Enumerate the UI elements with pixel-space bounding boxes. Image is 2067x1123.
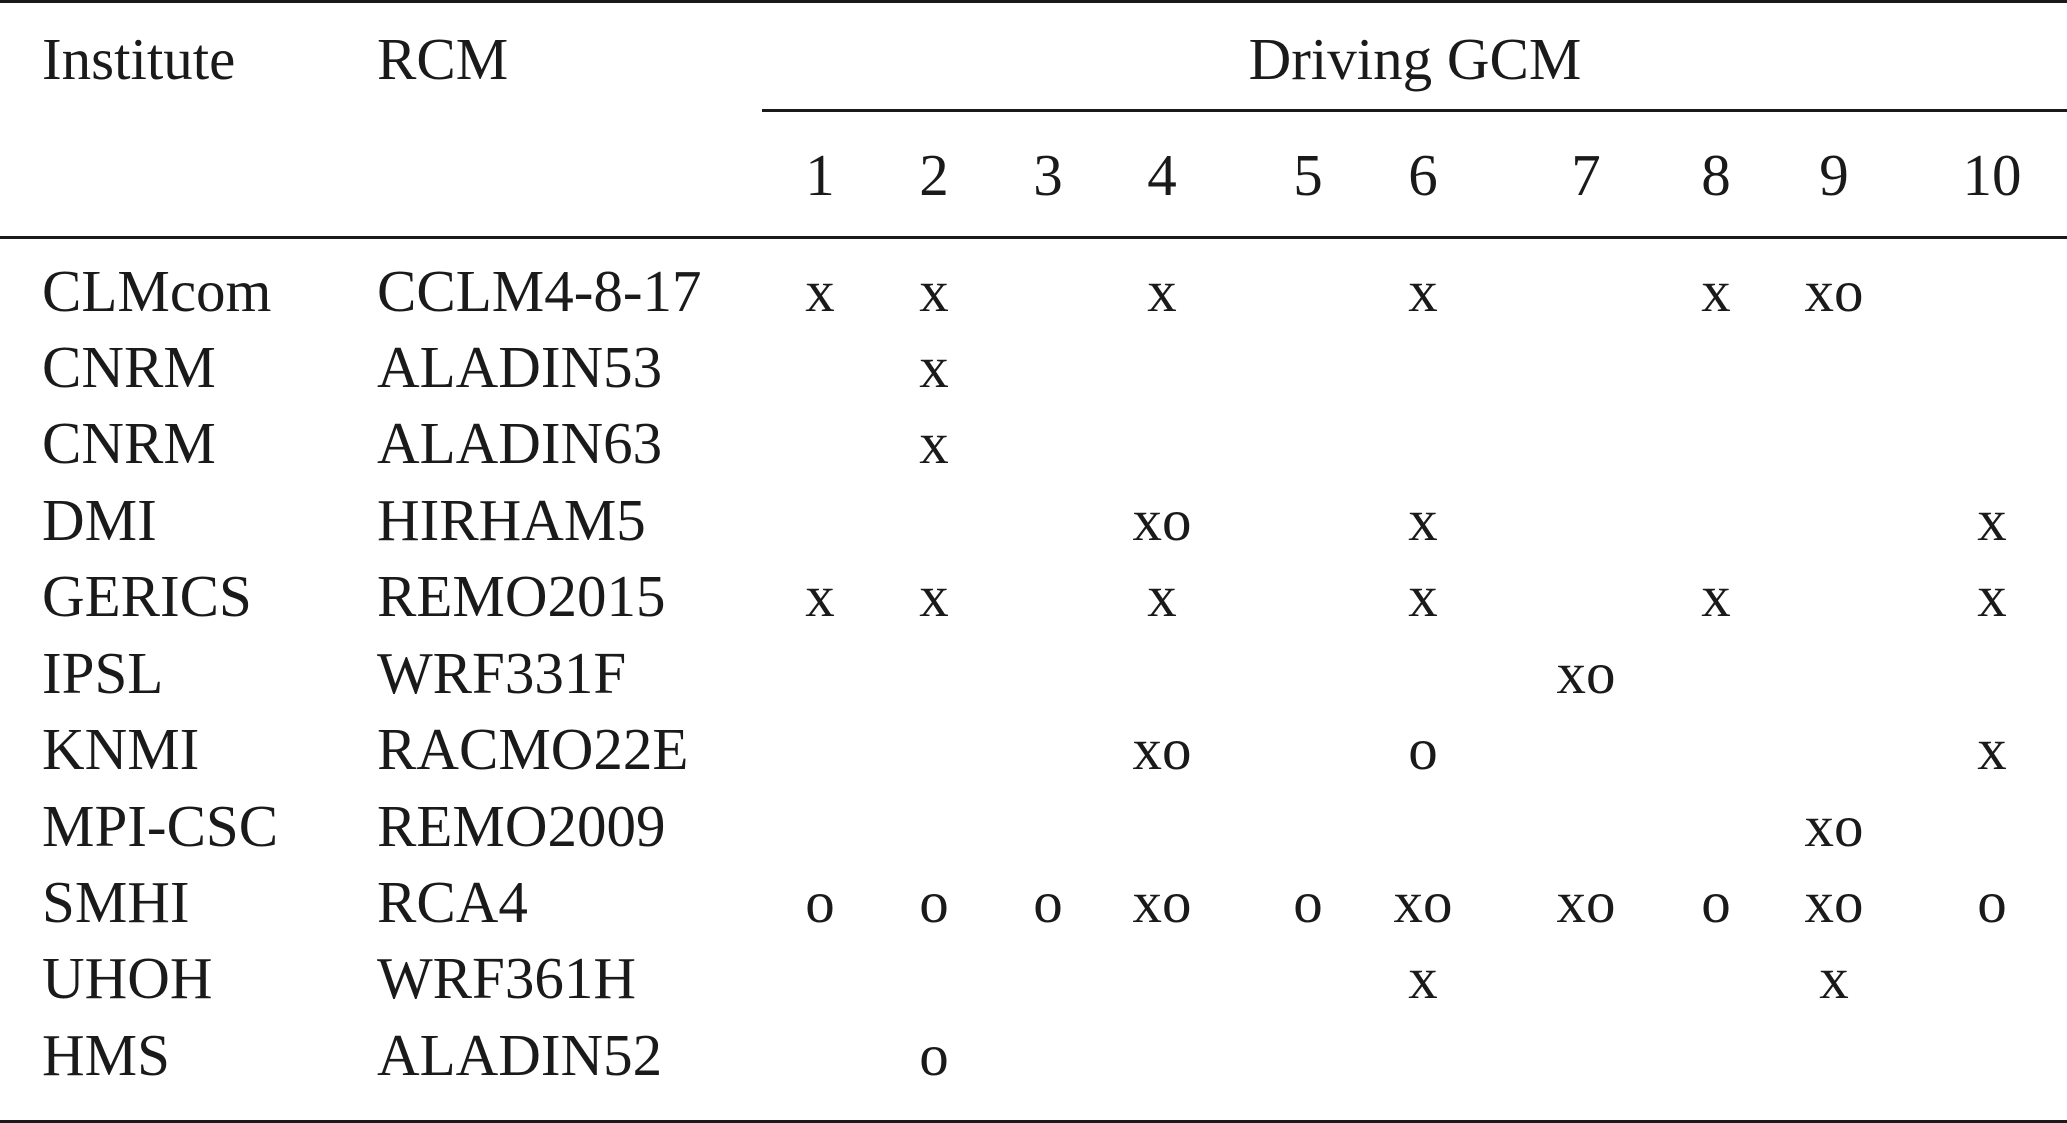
gcm-mark-cell: x (1408, 258, 1438, 324)
driving-gcm-rule (762, 109, 2067, 112)
rcm-cell: REMO2015 (377, 563, 666, 629)
gcm-mark-cell: x (805, 563, 835, 629)
institute-cell: CLMcom (42, 258, 272, 324)
header-rule (0, 236, 2067, 239)
rcm-cell: CCLM4-8-17 (377, 258, 702, 324)
gcm-mark-cell: o (1033, 869, 1063, 935)
bottom-rule (0, 1120, 2067, 1123)
rcm-cell: RCA4 (377, 869, 528, 935)
gcm-mark-cell: x (1147, 258, 1177, 324)
rcm-cell: WRF361H (377, 945, 636, 1011)
gcm-number-header: 1 (805, 142, 835, 208)
gcm-mark-cell: x (1408, 487, 1438, 553)
gcm-mark-cell: x (919, 258, 949, 324)
gcm-number-header: 7 (1571, 142, 1601, 208)
gcm-mark-cell: x (1977, 716, 2007, 782)
institute-cell: KNMI (42, 716, 200, 782)
header-rcm: RCM (377, 26, 509, 92)
gcm-number-header: 4 (1147, 142, 1177, 208)
gcm-mark-cell: xo (1132, 716, 1192, 782)
header-institute: Institute (42, 26, 236, 92)
gcm-mark-cell: o (1977, 869, 2007, 935)
gcm-mark-cell: o (919, 869, 949, 935)
gcm-mark-cell: xo (1804, 869, 1864, 935)
gcm-mark-cell: x (1147, 563, 1177, 629)
gcm-mark-cell: x (919, 563, 949, 629)
gcm-mark-cell: xo (1132, 487, 1192, 553)
gcm-mark-cell: o (1293, 869, 1323, 935)
institute-cell: MPI-CSC (42, 793, 279, 859)
gcm-mark-cell: x (1701, 563, 1731, 629)
gcm-mark-cell: xo (1556, 640, 1616, 706)
institute-cell: HMS (42, 1022, 170, 1088)
gcm-mark-cell: x (1977, 487, 2007, 553)
gcm-mark-cell: x (919, 334, 949, 400)
rcm-cell: ALADIN52 (377, 1022, 663, 1088)
gcm-mark-cell: o (1408, 716, 1438, 782)
institute-cell: UHOH (42, 945, 213, 1011)
gcm-mark-cell: x (1701, 258, 1731, 324)
header-driving-gcm: Driving GCM (1248, 26, 1582, 92)
rcm-cell: REMO2009 (377, 793, 666, 859)
institute-cell: SMHI (42, 869, 190, 935)
gcm-mark-cell: o (919, 1022, 949, 1088)
gcm-mark-cell: x (1408, 945, 1438, 1011)
rcm-cell: ALADIN53 (377, 334, 663, 400)
institute-cell: IPSL (42, 640, 164, 706)
gcm-mark-cell: o (805, 869, 835, 935)
gcm-mark-cell: xo (1804, 258, 1864, 324)
gcm-number-header: 9 (1819, 142, 1849, 208)
institute-cell: DMI (42, 487, 157, 553)
gcm-number-header: 6 (1408, 142, 1438, 208)
institute-cell: GERICS (42, 563, 252, 629)
gcm-mark-cell: x (805, 258, 835, 324)
gcm-mark-cell: x (1408, 563, 1438, 629)
gcm-number-header: 3 (1033, 142, 1063, 208)
gcm-mark-cell: xo (1132, 869, 1192, 935)
rcm-cell: WRF331F (377, 640, 627, 706)
rcm-cell: ALADIN63 (377, 410, 663, 476)
rcm-cell: RACMO22E (377, 716, 689, 782)
institute-cell: CNRM (42, 334, 216, 400)
gcm-number-header: 2 (919, 142, 949, 208)
gcm-number-header: 10 (1962, 142, 2022, 208)
gcm-number-header: 8 (1701, 142, 1731, 208)
gcm-mark-cell: x (1977, 563, 2007, 629)
institute-cell: CNRM (42, 410, 216, 476)
gcm-mark-cell: xo (1393, 869, 1453, 935)
gcm-mark-cell: o (1701, 869, 1731, 935)
top-rule (0, 0, 2067, 3)
gcm-mark-cell: x (1819, 945, 1849, 1011)
gcm-mark-cell: x (919, 410, 949, 476)
rcm-cell: HIRHAM5 (377, 487, 646, 553)
gcm-mark-cell: xo (1556, 869, 1616, 935)
gcm-number-header: 5 (1293, 142, 1323, 208)
gcm-mark-cell: xo (1804, 793, 1864, 859)
